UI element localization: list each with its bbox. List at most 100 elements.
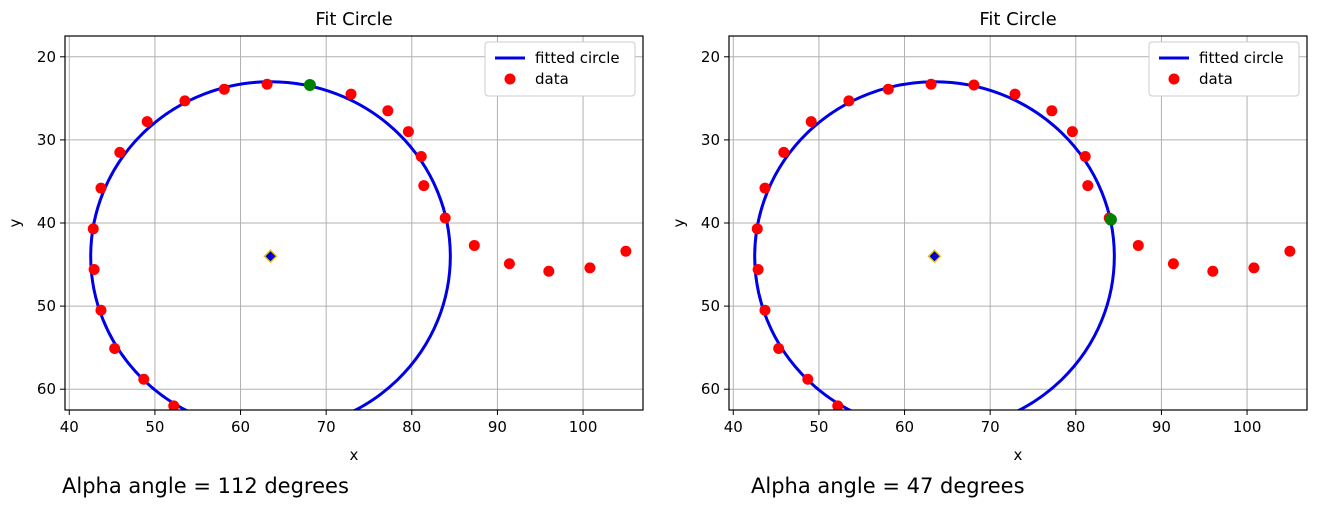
data-point: [759, 304, 771, 316]
data-point: [418, 180, 430, 192]
data-point: [778, 146, 790, 158]
x-tick-label: 40: [60, 418, 79, 436]
legend-label-fitted-circle: fitted circle: [1199, 49, 1284, 67]
legend: fitted circle data: [484, 41, 636, 97]
x-tick-label: 50: [145, 418, 164, 436]
chart-panel-right: 40 50 60 70 80 90 100 20 30 40 50 60 Fit Circle x y fit…: [664, 0, 1328, 518]
data-point: [1207, 265, 1219, 277]
x-tick-label: 70: [317, 418, 336, 436]
y-tick-label: 20: [701, 48, 720, 66]
data-point: [138, 373, 150, 385]
data-point: [1046, 105, 1058, 117]
legend: fitted circle data: [1148, 41, 1300, 97]
y-tick-label: 60: [37, 380, 56, 398]
y-tick-label: 50: [701, 297, 720, 315]
alpha-angle-caption: Alpha angle = 47 degrees: [751, 474, 1025, 498]
data-point: [773, 342, 785, 354]
data-point: [802, 373, 814, 385]
data-point: [87, 223, 99, 235]
highlight-point: [303, 79, 316, 92]
x-tick-label: 80: [1066, 418, 1085, 436]
data-point: [925, 78, 937, 90]
x-tick-label: 90: [488, 418, 507, 436]
chart-panel-left: 40 50 60 70 80 90 100 20 30 40 50 60 Fit Circle x y fit…: [6, 9, 644, 498]
data-point: [882, 83, 894, 95]
legend-label-data: data: [1199, 70, 1233, 88]
data-point: [843, 95, 855, 107]
data-point: [402, 126, 414, 138]
data-point: [751, 223, 763, 235]
data-point: [1079, 151, 1091, 163]
plot-frame: [728, 35, 1308, 411]
legend-label-data: data: [535, 70, 569, 88]
data-point: [1066, 126, 1078, 138]
data-point: [805, 116, 817, 128]
plot-frame: [64, 35, 644, 411]
y-tick-label: 60: [701, 380, 720, 398]
x-tick-label: 60: [895, 418, 914, 436]
data-point: [584, 262, 596, 274]
data-point: [1284, 245, 1296, 257]
data-point: [752, 264, 764, 276]
x-tick-label: 100: [1233, 418, 1262, 436]
data-point: [543, 265, 555, 277]
legend-dot-swatch: [504, 73, 516, 85]
data-point: [141, 116, 153, 128]
data-point: [1082, 180, 1094, 192]
data-point: [261, 78, 273, 90]
data-point: [95, 304, 107, 316]
data-point: [1248, 262, 1260, 274]
data-point: [218, 83, 230, 95]
data-point: [1132, 239, 1144, 251]
y-axis-label: y: [670, 218, 688, 227]
data-point: [620, 245, 632, 257]
data-point: [179, 95, 191, 107]
y-tick-label: 40: [701, 214, 720, 232]
data-point: [114, 146, 126, 158]
alpha-angle-caption: Alpha angle = 112 degrees: [62, 474, 349, 498]
plot-area: [751, 78, 1296, 410]
data-point: [439, 212, 451, 224]
x-tick-label: 50: [809, 418, 828, 436]
legend-dot-swatch: [1168, 73, 1180, 85]
x-tick-label: 40: [724, 418, 743, 436]
circle-center-marker: [263, 249, 278, 264]
data-point: [503, 258, 515, 270]
y-tick-label: 50: [37, 297, 56, 315]
circle-center-marker: [927, 249, 942, 264]
data-point: [88, 264, 100, 276]
x-axis-label: x: [1014, 446, 1023, 464]
data-point: [468, 239, 480, 251]
highlight-point: [1104, 213, 1117, 226]
data-point: [1009, 88, 1021, 100]
x-tick-label: 60: [231, 418, 250, 436]
data-point: [759, 182, 771, 194]
x-tick-label: 80: [402, 418, 421, 436]
legend-label-fitted-circle: fitted circle: [535, 49, 620, 67]
y-axis-label: y: [6, 218, 24, 227]
x-tick-label: 100: [569, 418, 598, 436]
chart-right: 40 50 60 70 80 90 100 20 30 40 50 60 Fit Circle x y fit…: [670, 9, 1308, 464]
y-tick-label: 40: [37, 214, 56, 232]
data-point: [109, 342, 121, 354]
data-point: [968, 79, 980, 91]
x-axis-label: x: [350, 446, 359, 464]
data-point: [415, 151, 427, 163]
y-tick-label: 30: [701, 131, 720, 149]
data-point: [1167, 258, 1179, 270]
data-point: [382, 105, 394, 117]
x-tick-label: 90: [1152, 418, 1171, 436]
legend-box: [484, 41, 636, 97]
chart-title: Fit Circle: [315, 9, 392, 30]
plot-area: [87, 78, 632, 410]
y-tick-label: 20: [37, 48, 56, 66]
data-point: [95, 182, 107, 194]
chart-title: Fit Circle: [979, 9, 1056, 30]
y-tick-label: 30: [37, 131, 56, 149]
data-point: [832, 400, 844, 410]
data-point: [168, 400, 180, 410]
chart-left: 40 50 60 70 80 90 100 20 30 40 50 60 Fit Circle x y fit…: [6, 9, 644, 464]
legend-box: [1148, 41, 1300, 97]
data-point: [345, 88, 357, 100]
x-tick-label: 70: [981, 418, 1000, 436]
